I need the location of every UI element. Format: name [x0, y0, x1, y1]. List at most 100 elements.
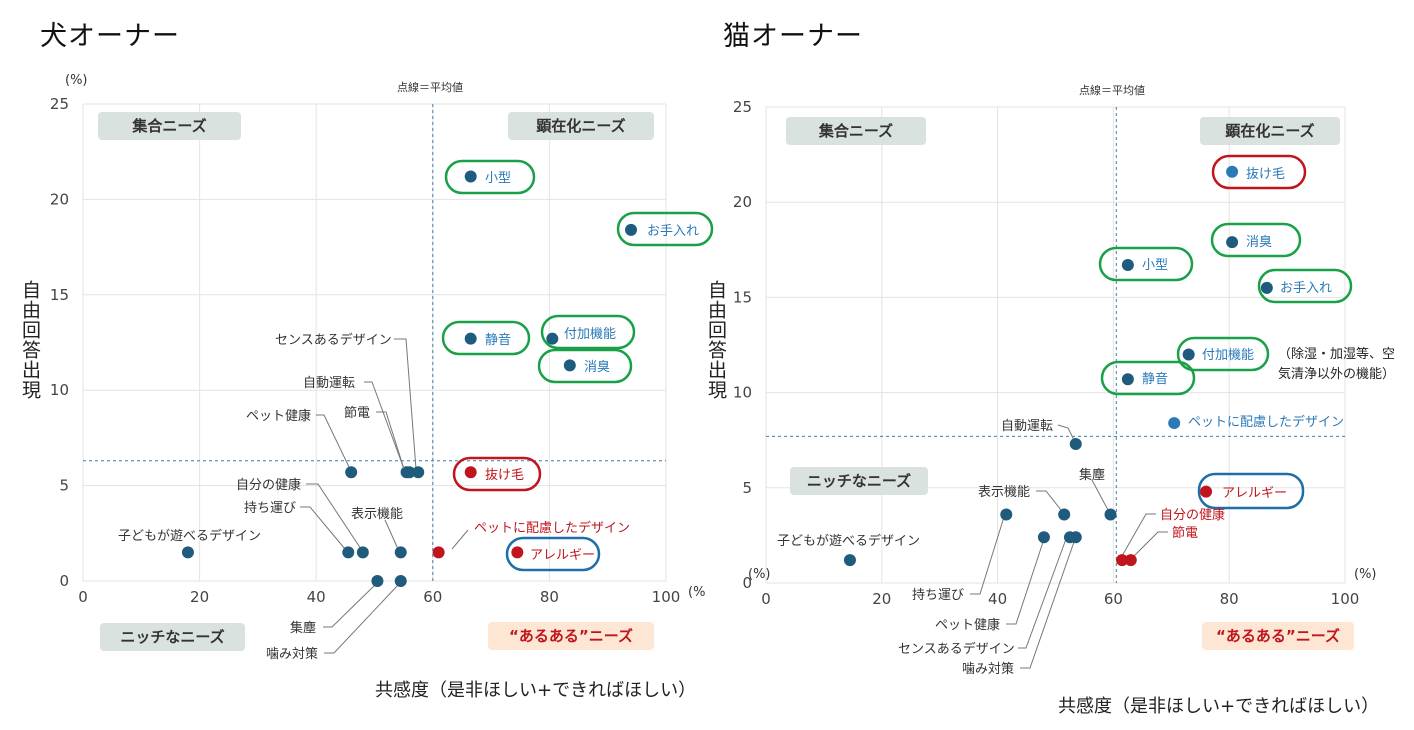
dog-quadrant-box-top-left: [98, 112, 241, 140]
dog-point-label: 持ち運び: [244, 501, 296, 516]
dog-point-1: [625, 223, 638, 236]
cat-y-tick-label: 20: [733, 193, 752, 211]
cat-quadrant-box-top-left: [786, 117, 926, 145]
cat-leader-line: [1036, 490, 1062, 511]
cat-highlight-ring: [1098, 246, 1194, 282]
cat-highlight-ring: [1176, 336, 1270, 372]
dog-y-tick-label: 5: [59, 477, 69, 495]
cat-point-6: [1168, 417, 1181, 430]
dog-point-2: [464, 332, 477, 345]
dog-point-label: 集塵: [290, 620, 316, 636]
dog-point-10: [403, 466, 416, 479]
dog-point-13: [342, 546, 355, 559]
cat-x-tick-label: 60: [1104, 590, 1123, 608]
dog-point-label: 小型: [485, 171, 511, 186]
cat-y-tick-label: 25: [733, 98, 752, 116]
dog-point-15: [181, 546, 194, 559]
cat-y-axis-label: 自由回答出現: [705, 280, 727, 400]
cat-quadrant-box-bottom-left: [790, 467, 928, 495]
cat-leader-line: [1020, 538, 1076, 669]
dog-point-5: [464, 466, 477, 479]
dog-highlight-ring: [441, 320, 531, 356]
cat-owner-title: 猫オーナー: [723, 21, 863, 52]
dog-leader-line: [306, 483, 362, 550]
cat-point-3: [1260, 281, 1273, 294]
cat-y-unit: (%): [748, 567, 771, 582]
dog-point-label: 抜け毛: [485, 467, 524, 483]
dog-point-label: 消臭: [584, 360, 610, 375]
dog-y-tick-label: 20: [50, 190, 69, 208]
cat-point-8: [1069, 438, 1082, 451]
cat-point-15: [1037, 531, 1050, 544]
dog-y-axis-label: 自由回答出現: [19, 280, 41, 400]
cat-leader-line: [1091, 479, 1109, 511]
dog-leader-line: [323, 583, 377, 628]
cat-highlight-ring: [1100, 360, 1196, 396]
cat-y-tick-label: 15: [733, 288, 752, 306]
cat-point-label: 噛み対策: [962, 661, 1014, 677]
dog-quadrant-bottom-left: ニッチなニーズ: [120, 628, 224, 646]
cat-x-tick-label: 20: [872, 590, 891, 608]
cat-y-tick-label: 10: [733, 384, 752, 402]
cat-quadrant-box-top-right: [1200, 117, 1340, 145]
dog-quadrant-box-bottom-left: [100, 623, 245, 651]
dog-point-label: 表示機能: [351, 507, 403, 522]
cat-highlight-ring: [1257, 268, 1353, 304]
dog-point-14: [394, 546, 407, 559]
dog-highlight-ring: [537, 348, 633, 384]
dog-avg-note: 点線＝平均値: [397, 80, 463, 94]
dog-point-label: 自分の健康: [236, 477, 301, 493]
cat-point-label: お手入れ: [1280, 281, 1332, 296]
cat-x-unit: (%): [1354, 567, 1377, 582]
dog-point-17: [394, 575, 407, 587]
cat-point-12: [1124, 554, 1137, 567]
dog-x-tick-label: 0: [78, 588, 88, 606]
dog-quadrant-bottom-right: “あるある”ニーズ: [509, 627, 633, 645]
cat-leader-line: [1133, 531, 1168, 557]
cat-point-14: [1000, 508, 1013, 521]
cat-point-1: [1226, 236, 1239, 249]
cat-point-label: センスあるデザイン: [898, 641, 1015, 657]
dog-point-label: 噛み対策: [266, 646, 318, 662]
cat-point-label: ペット健康: [935, 617, 1000, 633]
cat-point-label: ペットに配慮したデザイン: [1188, 414, 1344, 430]
dog-point-12: [356, 546, 369, 559]
dog-leader-line: [300, 506, 346, 550]
dog-y-tick-label: 10: [50, 381, 69, 399]
dog-leader-line: [324, 583, 400, 654]
dog-y-tick-label: 15: [50, 286, 69, 304]
cat-quadrant-bottom-right: “あるある”ニーズ: [1216, 627, 1340, 645]
dog-highlight-ring: [540, 314, 636, 350]
dog-point-0: [464, 170, 477, 183]
dog-y-tick-label: 0: [59, 572, 69, 590]
cat-x-tick-label: 80: [1220, 590, 1239, 608]
dog-quadrant-top-left: 集合ニーズ: [131, 117, 206, 135]
cat-point-label: 静音: [1142, 371, 1168, 387]
cat-leader-line: [1006, 538, 1045, 625]
dog-x-tick-label: 80: [540, 588, 559, 606]
cat-y-tick-label: 5: [742, 479, 752, 497]
cat-point-label: アレルギー: [1222, 486, 1287, 501]
dog-leader-line: [394, 338, 417, 470]
dog-x-tick-label: 100: [652, 588, 681, 606]
cat-point-17: [1069, 531, 1082, 544]
cat-quadrant-top-right: 顕在化ニーズ: [1225, 122, 1314, 140]
dog-x-tick-label: 20: [190, 588, 209, 606]
dog-leader-line: [384, 519, 399, 550]
dog-point-label: センスあるデザイン: [275, 332, 392, 348]
dog-leader-line: [376, 411, 405, 470]
dog-point-label: ペットに配慮したデザイン: [474, 520, 630, 536]
dog-highlight-ring: [505, 536, 601, 572]
cat-leader-line: [970, 516, 1005, 595]
dog-x-unit: (%: [688, 585, 705, 600]
dog-point-label: 付加機能: [564, 327, 616, 342]
cat-point-11: [1116, 554, 1129, 567]
cat-highlight-ring: [1211, 154, 1307, 190]
dog-point-label: 子どもが遊べるデザイン: [118, 528, 261, 544]
dog-point-label: お手入れ: [647, 224, 699, 239]
dog-point-label: 静音: [485, 332, 511, 348]
cat-side-note: （除湿・加湿等、空: [1278, 346, 1395, 362]
cat-point-9: [1104, 508, 1117, 521]
dog-point-label: ペット健康: [246, 408, 311, 424]
